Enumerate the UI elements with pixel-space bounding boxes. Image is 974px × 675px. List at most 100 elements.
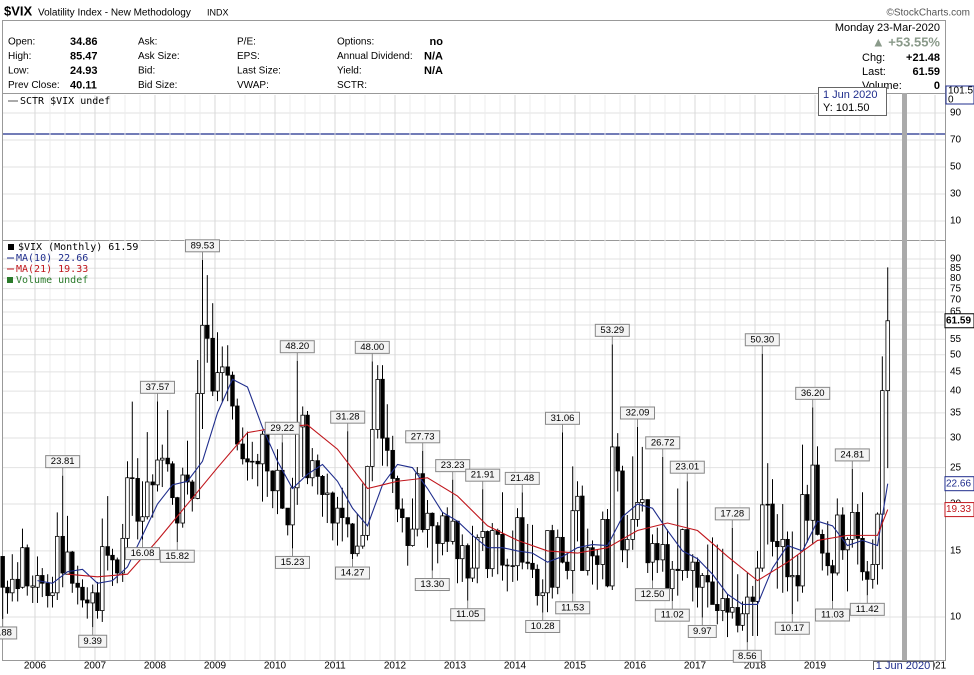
annotation-label: 36.20 [801, 388, 825, 399]
annotation-box [849, 602, 885, 616]
annotation-label: 11.02 [661, 610, 684, 621]
candle-body [530, 562, 535, 570]
quote-cell: Ask Size: [138, 51, 180, 62]
candle-body [695, 561, 700, 588]
value-tag: 22.66 [946, 478, 971, 489]
ma21-legend: MA(21) 19.33 [16, 264, 88, 275]
y-tick-label: 55 [950, 334, 962, 345]
candle-body [180, 474, 185, 524]
y-tick-label: 40 [950, 386, 962, 397]
x-tick-label: 2010 [264, 661, 287, 670]
quote-cell: 85.47 [70, 50, 98, 62]
annotation-label: 11.42 [856, 604, 879, 615]
annotation-box [635, 588, 671, 602]
quote-cell: Annual Dividend: [337, 51, 413, 62]
quote-cell: High: [8, 51, 31, 62]
candle-body [885, 320, 890, 392]
y-tick-label: 10 [950, 612, 962, 623]
candle-body [430, 512, 435, 527]
annotation-box [774, 621, 810, 635]
candle-body [455, 520, 460, 560]
candle-body [625, 538, 630, 551]
value-tag-box [944, 476, 974, 492]
y-tick-label: 80 [950, 273, 962, 284]
candle-body [260, 433, 265, 465]
candle-body [540, 592, 545, 597]
change-pct: ▲ +53.55% [872, 34, 941, 49]
candle-body [330, 492, 335, 524]
last-label: Last: [862, 66, 886, 78]
candle-body [500, 534, 505, 566]
candle-body [815, 464, 820, 535]
candle-body [515, 517, 520, 567]
y-tick-label: 90 [950, 108, 962, 119]
candle-body [100, 546, 105, 611]
quote-cell: SCTR: [337, 80, 367, 91]
quote-cell: VWAP: [237, 80, 269, 91]
candle-body [525, 561, 530, 564]
candle-body [290, 487, 295, 526]
annotation-label: 15.23 [281, 557, 305, 568]
moving-average [67, 424, 889, 582]
candle-body [425, 512, 430, 530]
candle-body [445, 515, 450, 542]
annotation-label: 11.05 [456, 609, 479, 620]
candle-body [140, 516, 145, 522]
candle-body [340, 507, 345, 519]
candle-body [460, 545, 465, 560]
quote-cell: Ask: [138, 37, 157, 48]
x-tick-label: 2013 [444, 661, 467, 670]
annotation-label: 89.53 [191, 240, 215, 251]
candle-body [5, 586, 10, 594]
candle-body [770, 503, 775, 542]
annotation-box [815, 608, 851, 622]
candle-body [75, 582, 80, 588]
credit: ©StockCharts.com [886, 8, 970, 19]
y-tick-label: 35 [950, 407, 962, 418]
candle-body [860, 537, 865, 573]
exchange: INDX [207, 7, 229, 17]
candle-body [345, 517, 350, 525]
value-tag-box [945, 85, 974, 105]
annotation-label: 48.20 [285, 341, 309, 352]
candle-body [230, 374, 235, 407]
candle-body [605, 519, 610, 587]
price-panel [2, 240, 946, 661]
annotation-box [504, 471, 540, 485]
candle-body [410, 528, 415, 546]
value-tag: 61.59 [946, 315, 971, 326]
annotation-box [744, 333, 780, 347]
candle-body [175, 497, 180, 524]
candle-body [595, 555, 600, 565]
candle-body [145, 481, 150, 518]
candle-body [165, 457, 170, 465]
y-tick-label: 45 [950, 367, 962, 378]
candle-body [805, 494, 810, 521]
crosshair-box [818, 87, 887, 116]
candle-body [245, 458, 250, 463]
annotation-label: 31.28 [336, 412, 360, 423]
annotation-box [264, 421, 300, 435]
candle-body [855, 511, 860, 539]
quote-cell: 40.11 [70, 79, 97, 91]
candle-body [80, 586, 85, 601]
candle-body [155, 459, 160, 486]
candle-body [360, 534, 365, 547]
candle-body [640, 499, 645, 503]
y-tick-label: 10 [950, 216, 962, 227]
annotation-box [645, 436, 681, 450]
y-tick-label: 70 [950, 135, 962, 146]
candle-body [585, 547, 590, 571]
candle-body [320, 475, 325, 495]
candle-body [365, 465, 370, 536]
candle-body [250, 460, 255, 463]
y-tick-label: 50 [950, 349, 962, 360]
candle-body [240, 443, 245, 460]
candle-body [615, 446, 620, 472]
annotation-box [555, 601, 591, 615]
candle-body [590, 547, 595, 557]
annotation-label: 9.88 [0, 627, 12, 638]
annotation-box [834, 448, 870, 462]
candle-body [10, 578, 15, 594]
